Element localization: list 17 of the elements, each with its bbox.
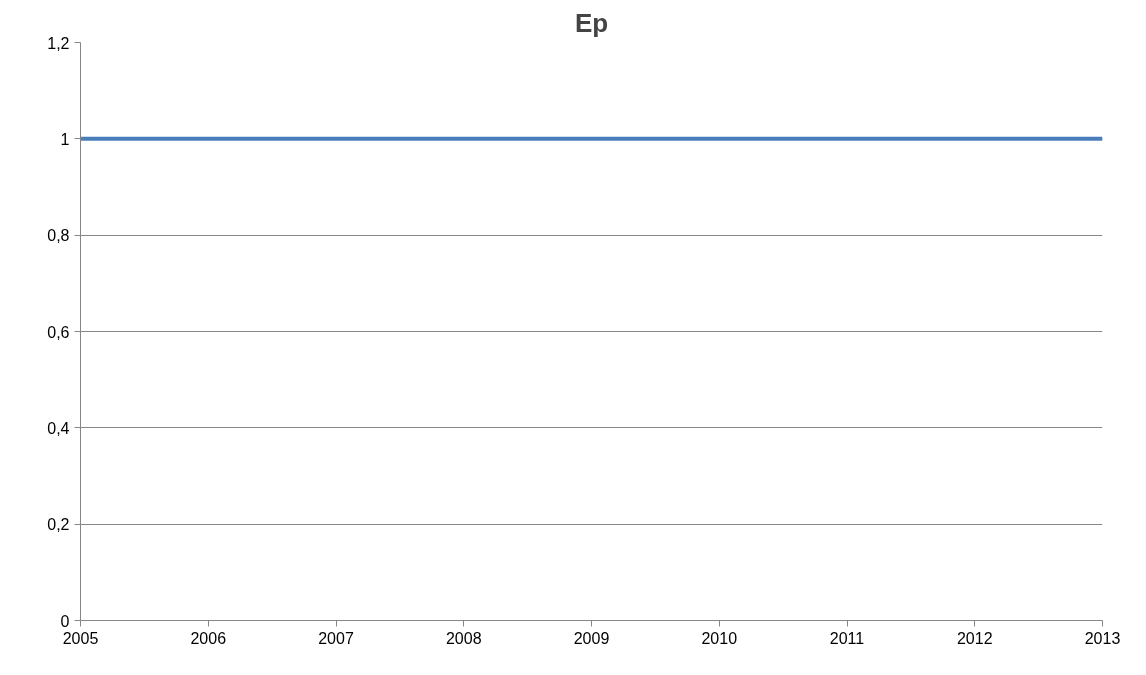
x-tick-label: 2008 [445, 629, 482, 647]
x-tick-label: 2006 [190, 629, 227, 647]
x-tick-label: 2012 [956, 629, 993, 647]
x-tick-label: 2009 [573, 629, 610, 647]
y-tick-label: 0,2 [47, 516, 70, 534]
y-tick-label: 0,6 [47, 323, 70, 341]
y-tick-label: 1 [60, 130, 70, 148]
x-tick-label: 2011 [829, 629, 865, 647]
chart-title: Ep [574, 7, 609, 38]
y-tick-label: 1,2 [47, 34, 70, 52]
x-tick-label: 2010 [701, 629, 738, 647]
y-tick-label: 0,8 [47, 227, 70, 245]
x-tick-label: 2007 [318, 629, 354, 647]
x-tick-label: 2013 [1084, 629, 1121, 647]
x-tick-label: 2005 [62, 629, 99, 647]
y-tick-label: 0,4 [47, 419, 70, 437]
y-tick-label: 0 [60, 612, 70, 630]
